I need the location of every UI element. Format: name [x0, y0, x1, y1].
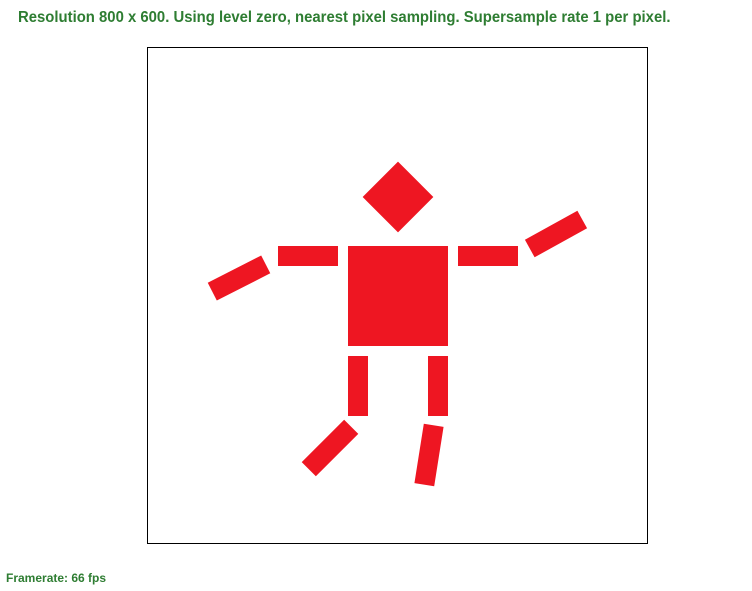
left-thigh	[348, 356, 368, 416]
torso-square	[348, 246, 448, 346]
right-forearm	[524, 210, 588, 258]
left-upper-arm	[278, 246, 338, 266]
head-diamond	[362, 161, 434, 233]
status-line: Resolution 800 x 600. Using level zero, …	[18, 9, 671, 26]
right-thigh	[428, 356, 448, 416]
render-canvas[interactable]	[147, 47, 648, 544]
right-upper-arm	[458, 246, 518, 266]
right-shin	[414, 423, 444, 487]
framerate-readout: Framerate: 66 fps	[6, 571, 107, 585]
left-forearm	[207, 255, 271, 301]
left-shin	[301, 419, 359, 477]
